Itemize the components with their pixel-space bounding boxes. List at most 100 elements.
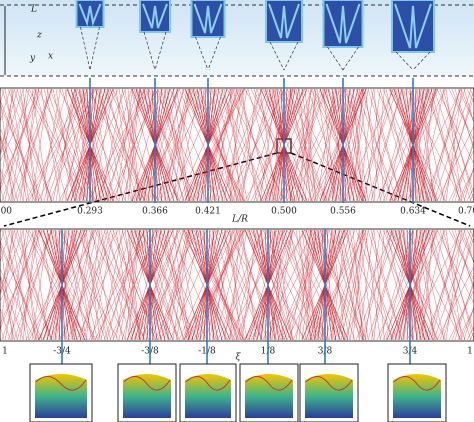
ray xyxy=(331,229,346,341)
dash-ray xyxy=(412,51,431,71)
ray xyxy=(151,88,185,202)
ray xyxy=(136,88,180,202)
mode-shape xyxy=(268,3,300,39)
ray xyxy=(346,88,365,202)
ray xyxy=(106,88,138,202)
ray xyxy=(1,229,38,341)
ray xyxy=(142,229,170,341)
ray xyxy=(298,229,312,341)
ray xyxy=(10,88,30,202)
ray xyxy=(55,229,75,341)
ray xyxy=(0,307,11,341)
bottom-axis-label: ξ xyxy=(236,353,242,363)
ray xyxy=(178,88,228,202)
ray xyxy=(85,88,101,202)
ray xyxy=(130,229,162,341)
ray xyxy=(457,229,474,263)
thumb-curve xyxy=(123,376,171,391)
ray xyxy=(178,229,228,341)
ray xyxy=(73,229,92,341)
ray xyxy=(160,88,194,202)
ray xyxy=(403,88,419,202)
ray xyxy=(28,88,88,202)
ray xyxy=(0,229,24,297)
ray xyxy=(127,229,141,341)
ray xyxy=(244,229,305,341)
thumb-surface xyxy=(393,374,441,418)
mode-panel xyxy=(190,0,226,38)
ray xyxy=(325,88,351,202)
ray xyxy=(25,229,84,341)
thumb-curve xyxy=(393,376,441,391)
ray xyxy=(361,229,393,341)
top-tick-label: .200 xyxy=(0,207,12,217)
dash-ray xyxy=(207,36,221,71)
ray xyxy=(0,229,15,296)
ray xyxy=(232,88,262,202)
ray xyxy=(439,95,474,202)
ray xyxy=(358,88,374,202)
ray xyxy=(169,88,218,202)
ray xyxy=(361,88,393,202)
top-tick-label: 0.556 xyxy=(330,207,356,217)
ray xyxy=(46,229,85,341)
band-frame xyxy=(0,87,474,203)
ray xyxy=(370,88,402,202)
dash-ray xyxy=(283,41,299,71)
thumb-curve xyxy=(305,376,353,391)
ray xyxy=(403,229,419,341)
ray xyxy=(259,88,277,202)
top-axis-label: L/R xyxy=(231,215,248,225)
ray xyxy=(229,88,241,202)
dash-ray xyxy=(269,41,285,71)
ray xyxy=(265,88,322,202)
ray xyxy=(430,229,461,341)
ray xyxy=(223,88,248,202)
thumb-surface xyxy=(35,374,87,418)
ray xyxy=(103,88,145,202)
ray xyxy=(79,229,108,341)
ray xyxy=(193,229,242,341)
ray xyxy=(91,229,115,341)
ray xyxy=(364,229,381,341)
ray xyxy=(433,229,472,341)
ray xyxy=(376,229,426,341)
zoom-line xyxy=(290,152,471,227)
dash-ray xyxy=(143,31,156,71)
ray xyxy=(373,88,385,202)
thumb-curve xyxy=(245,376,293,391)
ray xyxy=(118,88,141,202)
ray xyxy=(64,88,87,202)
ray xyxy=(0,88,15,156)
ray xyxy=(289,229,312,341)
mode-shape xyxy=(325,3,361,44)
ray xyxy=(127,88,141,202)
ray xyxy=(0,88,24,157)
ray xyxy=(130,88,162,202)
ray xyxy=(73,88,92,202)
ray xyxy=(310,229,363,341)
ray xyxy=(448,88,474,141)
dash-ray xyxy=(395,51,414,71)
ray xyxy=(322,88,336,202)
ray xyxy=(439,236,474,341)
mode-shape xyxy=(193,3,223,34)
ray xyxy=(367,229,403,341)
bottom-tick-label: 1 xyxy=(467,347,473,357)
ray xyxy=(457,168,474,202)
ray xyxy=(364,88,381,202)
top-tick-label: 0.366 xyxy=(142,207,168,217)
mode-panel xyxy=(139,0,171,33)
ray xyxy=(379,229,413,341)
ray xyxy=(376,88,426,202)
ray xyxy=(163,229,188,341)
top-tick-label: 0.76 xyxy=(458,207,474,217)
ray xyxy=(454,279,474,341)
pattern-band-top xyxy=(0,87,474,203)
ray xyxy=(58,88,119,202)
ray xyxy=(241,229,257,341)
top-tick-label: 0.293 xyxy=(77,207,103,217)
ray xyxy=(10,229,30,341)
ray xyxy=(382,229,431,341)
ray xyxy=(16,88,52,202)
